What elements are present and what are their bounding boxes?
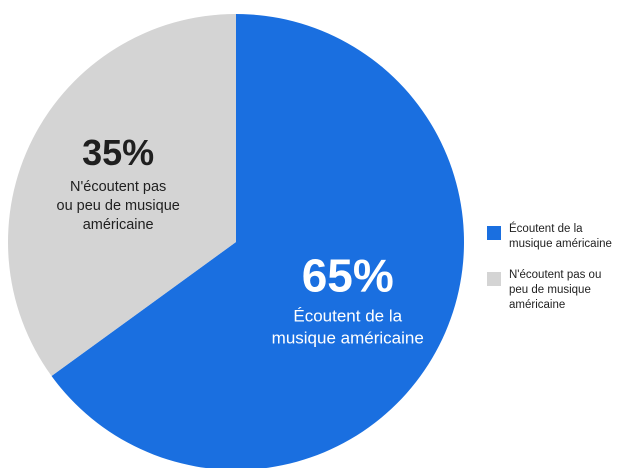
pie-slice-not-listen: [7, 14, 236, 377]
legend-label-not-listen-line-1: N'écoutent pas ou: [509, 269, 602, 281]
slice-label-listen-line-2: musique américaine: [272, 329, 424, 348]
slice-label-not-listen-line-2: ou peu de musique: [57, 198, 180, 214]
slice-label-listen-line-1: Écoutent de la: [293, 307, 402, 326]
slice-percent-not-listen: 35%: [82, 132, 154, 173]
legend-label-listen: Écoutent de la musique américaine: [509, 222, 612, 252]
legend-label-not-listen-line-2: peu de musique: [509, 284, 591, 296]
legend-item-listen: Écoutent de la musique américaine: [487, 222, 637, 252]
slice-percent-listen: 65%: [302, 250, 394, 302]
slice-label-not-listen-line-1: N'écoutent pas: [70, 179, 166, 195]
slice-label-not-listen-line-3: américaine: [83, 217, 154, 233]
legend-label-not-listen: N'écoutent pas ou peu de musique américa…: [509, 268, 601, 313]
legend: Écoutent de la musique américaine N'écou…: [487, 222, 637, 329]
legend-swatch-not-listen: [487, 272, 501, 286]
legend-swatch-listen: [487, 226, 501, 240]
pie-slice-listen: [51, 14, 464, 468]
legend-label-not-listen-line-3: américaine: [509, 299, 566, 311]
legend-item-not-listen: N'écoutent pas ou peu de musique américa…: [487, 268, 637, 313]
legend-label-listen-line-2: musique américaine: [509, 238, 612, 250]
legend-label-listen-line-1: Écoutent de la: [509, 223, 583, 235]
